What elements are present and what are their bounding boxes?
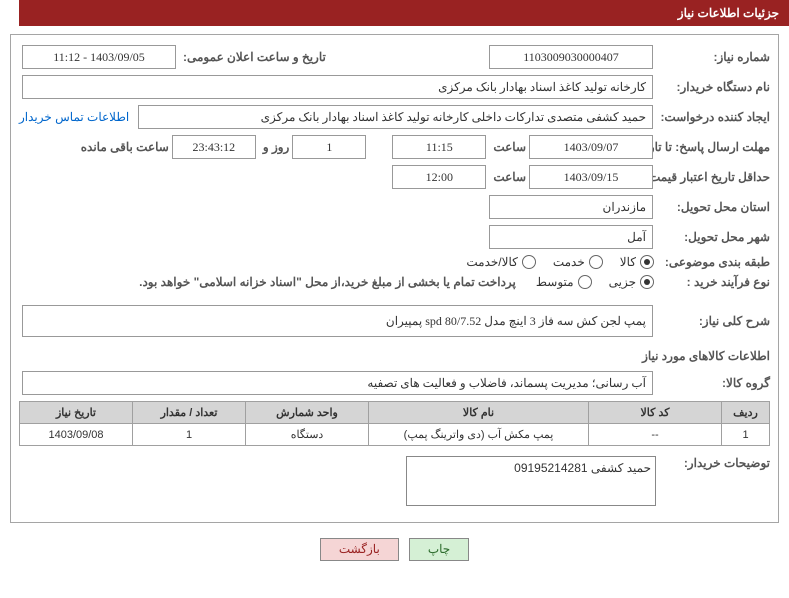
general-desc-value: پمپ لجن کش سه فاز 3 اینچ مدل spd 80/7.52… xyxy=(22,305,653,337)
delivery-province-value: مازندران xyxy=(489,195,653,219)
table-row: 1 -- پمپ مکش آب (دی واترینگ پمپ) دستگاه … xyxy=(20,424,770,446)
radio-icon xyxy=(640,275,654,289)
price-validity-date: 1403/09/15 xyxy=(529,165,653,189)
requester-value: حمید کشفی متصدی تدارکات داخلی کارخانه تو… xyxy=(138,105,653,129)
radio-icon xyxy=(640,255,654,269)
delivery-city-value: آمل xyxy=(489,225,653,249)
subject-class-label: طبقه بندی موضوعی: xyxy=(660,255,770,269)
buyer-org-value: کارخانه تولید کاغذ اسناد بهادار بانک مرک… xyxy=(22,75,653,99)
response-deadline-date: 1403/09/07 xyxy=(529,135,653,159)
delivery-province-label: استان محل تحویل: xyxy=(660,200,770,214)
buyer-contact-link[interactable]: اطلاعات تماس خریدار xyxy=(19,110,129,124)
th-code: کد کالا xyxy=(589,402,722,424)
days-and-label: روز و xyxy=(263,140,290,154)
need-id-label: شماره نیاز: xyxy=(660,50,770,64)
th-row: ردیف xyxy=(722,402,770,424)
announce-datetime-value: 1403/09/05 - 11:12 xyxy=(22,45,176,69)
radio-kala-khedmat-label: کالا/خدمت xyxy=(466,255,517,269)
radio-motavaset-label: متوسط xyxy=(536,275,574,289)
general-desc-label: شرح کلی نیاز: xyxy=(660,314,770,328)
response-deadline-time: 11:15 xyxy=(392,135,486,159)
details-panel: شماره نیاز: 1103009030000407 تاریخ و ساع… xyxy=(10,34,779,523)
print-button[interactable]: چاپ xyxy=(409,538,469,561)
price-validity-time: 12:00 xyxy=(392,165,486,189)
price-validity-label: حداقل تاریخ اعتبار قیمت: تا تاریخ: xyxy=(660,170,770,184)
radio-jozi-label: جزیی xyxy=(609,275,636,289)
table-header-row: ردیف کد کالا نام کالا واحد شمارش تعداد /… xyxy=(20,402,770,424)
payment-note: پرداخت تمام یا بخشی از مبلغ خرید،از محل … xyxy=(139,275,516,289)
remaining-label: ساعت باقی مانده xyxy=(81,140,169,154)
buyer-notes-label: توضیحات خریدار: xyxy=(660,456,770,470)
need-id-value: 1103009030000407 xyxy=(489,45,653,69)
cell-idx: 1 xyxy=(722,424,770,446)
buyer-notes-box: حمید کشفی 09195214281 xyxy=(406,456,656,506)
cell-name: پمپ مکش آب (دی واترینگ پمپ) xyxy=(369,424,589,446)
cell-unit: دستگاه xyxy=(246,424,369,446)
time-label-2: ساعت xyxy=(493,170,526,184)
time-label-1: ساعت xyxy=(493,140,526,154)
announce-datetime-label: تاریخ و ساعت اعلان عمومی: xyxy=(183,50,326,64)
goods-table: ردیف کد کالا نام کالا واحد شمارش تعداد /… xyxy=(19,401,770,446)
remaining-time: 23:43:12 xyxy=(172,135,256,159)
radio-kala-label: کالا xyxy=(620,255,636,269)
th-unit: واحد شمارش xyxy=(246,402,369,424)
footer-buttons: چاپ بازگشت xyxy=(0,538,789,561)
goods-group-label: گروه کالا: xyxy=(660,376,770,390)
purchase-process-label: نوع فرآیند خرید : xyxy=(660,275,770,289)
page-title-bar: جزئیات اطلاعات نیاز xyxy=(19,0,789,26)
delivery-city-label: شهر محل تحویل: xyxy=(660,230,770,244)
back-button[interactable]: بازگشت xyxy=(320,538,399,561)
remaining-days: 1 xyxy=(292,135,366,159)
radio-kala-group[interactable]: کالا xyxy=(620,255,656,269)
radio-jozi-group[interactable]: جزیی xyxy=(609,275,656,289)
buyer-notes-value: حمید کشفی 09195214281 xyxy=(514,461,651,475)
requester-label: ایجاد کننده درخواست: xyxy=(660,110,770,124)
cell-date: 1403/09/08 xyxy=(20,424,133,446)
goods-group-value: آب رسانی؛ مدیریت پسماند، فاضلاب و فعالیت… xyxy=(22,371,653,395)
radio-khedmat-label: خدمت xyxy=(553,255,585,269)
th-name: نام کالا xyxy=(369,402,589,424)
page-title: جزئیات اطلاعات نیاز xyxy=(678,6,779,20)
radio-motavaset-group[interactable]: متوسط xyxy=(536,275,594,289)
radio-icon xyxy=(522,255,536,269)
radio-kala-khedmat-group[interactable]: کالا/خدمت xyxy=(466,255,537,269)
radio-icon xyxy=(589,255,603,269)
response-deadline-label: مهلت ارسال پاسخ: تا تاریخ: xyxy=(660,140,770,154)
cell-qty: 1 xyxy=(133,424,246,446)
cell-code: -- xyxy=(589,424,722,446)
goods-info-title: اطلاعات کالاهای مورد نیاز xyxy=(19,349,770,363)
radio-khedmat-group[interactable]: خدمت xyxy=(553,255,605,269)
radio-icon xyxy=(578,275,592,289)
buyer-org-label: نام دستگاه خریدار: xyxy=(660,80,770,94)
th-date: تاریخ نیاز xyxy=(20,402,133,424)
th-qty: تعداد / مقدار xyxy=(133,402,246,424)
